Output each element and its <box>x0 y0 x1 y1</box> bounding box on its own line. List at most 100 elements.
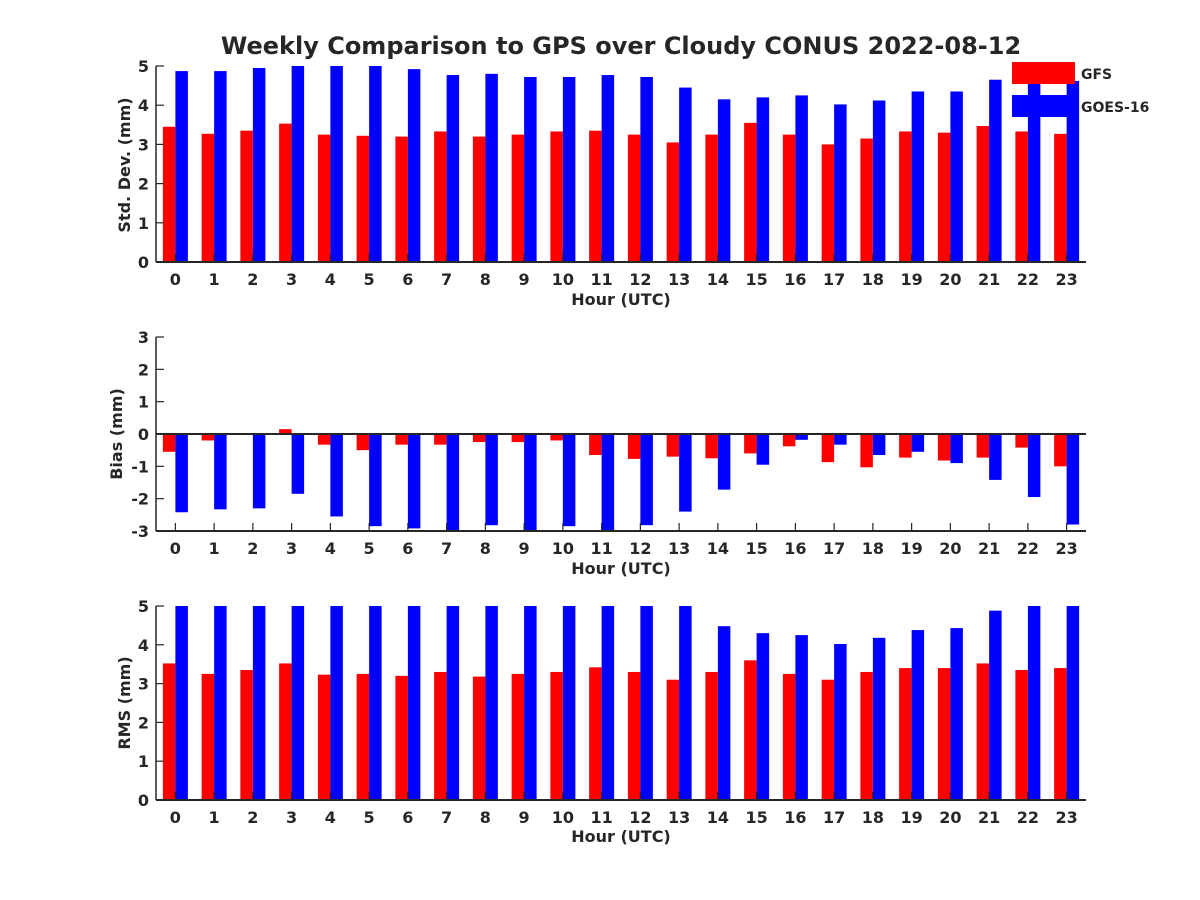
bias-ytick-label: 3 <box>138 328 149 347</box>
bias-bar-gfs-11 <box>589 434 602 456</box>
rms-bar-goes16-0 <box>175 606 188 800</box>
std-dev-bar-goes16-14 <box>717 99 731 262</box>
rms-bar-gfs-15 <box>744 660 757 800</box>
std-dev-bar-gfs-5 <box>356 135 370 262</box>
bias-xtick-label: 1 <box>209 539 220 558</box>
bias-ytick-label: 0 <box>138 425 149 444</box>
bias-xtick-label: 18 <box>862 539 884 558</box>
rms-xtick-label: 13 <box>668 808 690 827</box>
std-dev-xtick-label: 7 <box>441 270 452 289</box>
bias-bar-gfs-22 <box>1015 434 1028 448</box>
bias-bar-goes16-21 <box>989 434 1002 480</box>
std-dev-bars <box>162 66 1080 263</box>
rms-bar-gfs-17 <box>821 679 835 800</box>
std-dev-xtick-label: 1 <box>209 270 220 289</box>
bias-bar-gfs-16 <box>782 434 796 447</box>
bias-xtick-label: 22 <box>1017 539 1039 558</box>
rms-bar-goes16-18 <box>872 637 886 800</box>
bias-bars <box>162 429 1080 531</box>
std-dev-bar-gfs-16 <box>782 134 796 262</box>
std-dev-ytick-label: 1 <box>138 214 149 233</box>
std-dev-bar-goes16-21 <box>989 79 1002 262</box>
rms-bar-goes16-23 <box>1066 606 1080 800</box>
std-dev-bar-goes16-11 <box>601 75 615 263</box>
bias-bar-goes16-3 <box>291 434 305 494</box>
rms-bars <box>162 606 1080 800</box>
bias-bar-goes16-12 <box>640 434 653 526</box>
rms-bar-goes16-4 <box>330 606 343 800</box>
bias-xtick-label: 10 <box>552 539 574 558</box>
bias-ylabel: Bias (mm) <box>107 388 126 480</box>
bias-bar-goes16-17 <box>834 434 847 445</box>
std-dev-ytick-label: 5 <box>138 57 149 76</box>
std-dev-xtick-label: 6 <box>402 270 413 289</box>
bias-bar-goes16-13 <box>679 434 692 512</box>
rms-bar-gfs-21 <box>976 663 990 800</box>
bias-bar-goes16-10 <box>562 434 576 527</box>
chart-title: Weekly Comparison to GPS over Cloudy CON… <box>221 32 1021 60</box>
rms-bar-goes16-22 <box>1027 606 1041 800</box>
std-dev-xtick-label: 9 <box>519 270 530 289</box>
rms-bar-gfs-12 <box>627 671 641 800</box>
std-dev-bar-goes16-18 <box>872 100 886 262</box>
bias-xtick-label: 16 <box>784 539 806 558</box>
rms-bar-goes16-7 <box>446 606 460 800</box>
std-dev-bar-goes16-8 <box>485 73 498 262</box>
rms-xtick-label: 8 <box>480 808 491 827</box>
rms-bar-goes16-19 <box>911 630 925 800</box>
std-dev-bar-goes16-22 <box>1027 76 1041 262</box>
rms-bar-gfs-16 <box>782 673 796 800</box>
std-dev-bar-gfs-9 <box>511 134 525 262</box>
rms-xtick-label: 0 <box>170 808 181 827</box>
bias-bar-goes16-19 <box>911 434 925 452</box>
bias-bar-goes16-2 <box>252 434 266 509</box>
bias-bar-gfs-23 <box>1054 434 1067 467</box>
std-dev-xtick-label: 13 <box>668 270 690 289</box>
bias-xtick-label: 23 <box>1055 539 1077 558</box>
std-dev-bar-gfs-23 <box>1054 133 1067 262</box>
rms-bar-goes16-9 <box>524 606 537 800</box>
std-dev-xtick-label: 4 <box>325 270 336 289</box>
rms-bar-gfs-8 <box>472 676 486 800</box>
rms-bar-goes16-6 <box>407 606 421 800</box>
std-dev-bar-goes16-23 <box>1066 80 1080 262</box>
rms-bar-gfs-3 <box>279 663 292 800</box>
bias-bar-goes16-14 <box>717 434 731 490</box>
std-dev-bar-gfs-4 <box>317 134 331 262</box>
std-dev-bar-goes16-17 <box>834 104 847 262</box>
std-dev-xtick-label: 17 <box>823 270 845 289</box>
bias-bar-gfs-1 <box>201 434 215 441</box>
rms-xtick-label: 7 <box>441 808 452 827</box>
rms-bar-goes16-2 <box>252 606 266 800</box>
bias-bar-gfs-17 <box>821 434 835 463</box>
bias-bar-goes16-9 <box>524 434 537 531</box>
bias-bar-goes16-0 <box>175 434 188 513</box>
rms-bar-gfs-7 <box>434 671 447 800</box>
bias-xtick-label: 3 <box>286 539 297 558</box>
bias-bar-gfs-19 <box>899 434 912 458</box>
rms-bar-gfs-11 <box>589 667 602 800</box>
std-dev-bar-goes16-9 <box>524 76 537 262</box>
bias-bar-gfs-20 <box>937 434 951 461</box>
rms-xtick-label: 20 <box>939 808 961 827</box>
rms-xtick-label: 12 <box>629 808 651 827</box>
bias-bar-goes16-7 <box>446 434 460 531</box>
std-dev-bar-goes16-7 <box>446 75 460 263</box>
rms-bar-gfs-13 <box>666 679 680 800</box>
bias-xtick-label: 8 <box>480 539 491 558</box>
rms-ytick-label: 1 <box>138 752 149 771</box>
rms-xtick-label: 19 <box>900 808 922 827</box>
std-dev-bar-gfs-0 <box>162 126 176 262</box>
std-dev-bar-gfs-7 <box>434 131 447 262</box>
bias-bar-gfs-6 <box>395 434 408 445</box>
bias-bar-goes16-23 <box>1066 434 1080 525</box>
std-dev-xtick-label: 5 <box>364 270 375 289</box>
std-dev-bar-gfs-6 <box>395 136 408 262</box>
bias-bar-gfs-8 <box>472 434 486 443</box>
bias-bar-gfs-18 <box>860 434 873 468</box>
std-dev-bar-gfs-18 <box>860 138 873 262</box>
bias-ytick-label: 2 <box>138 360 149 379</box>
std-dev-bar-gfs-22 <box>1015 131 1028 262</box>
